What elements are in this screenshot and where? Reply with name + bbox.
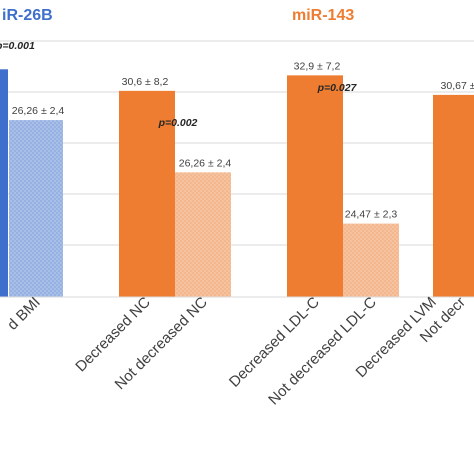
bar-7 (433, 94, 474, 297)
bar-value-label: 26,26 ± 2,4 (179, 157, 232, 169)
p-value-annotation: p=0.001 (0, 40, 35, 52)
bar-value-label: 30,67 ± (441, 80, 474, 92)
bar-value-label: 32,9 ± 7,2 (294, 60, 341, 72)
bar-1 (0, 69, 8, 297)
bars (0, 69, 474, 298)
bar-4 (175, 172, 231, 297)
p-value-annotation: p=0.002 (158, 117, 198, 129)
category-label: d BMI (4, 294, 44, 334)
bar-value-label: 26,26 ± 2,4 (12, 105, 65, 117)
bar-2 (9, 120, 63, 298)
bar-6 (343, 223, 399, 297)
bar-value-label: 30,6 ± 8,2 (122, 76, 169, 88)
left-series-title: iR-26B (2, 7, 53, 24)
bar-3 (119, 90, 175, 297)
annotations: p=0.001 p=0.002 p=0.027 (0, 40, 358, 129)
gridlines (0, 40, 474, 246)
p-value-annotation: p=0.027 (317, 82, 358, 94)
category-label: Not decreased LDL-C (265, 294, 380, 409)
bar-5 (287, 75, 343, 297)
data-labels: 26,26 ± 2,4 30,6 ± 8,2 26,26 ± 2,4 32,9 ± 7… (12, 60, 474, 220)
right-series-title: miR-143 (292, 7, 354, 24)
bar-value-label: 24,47 ± 2,3 (345, 209, 398, 221)
